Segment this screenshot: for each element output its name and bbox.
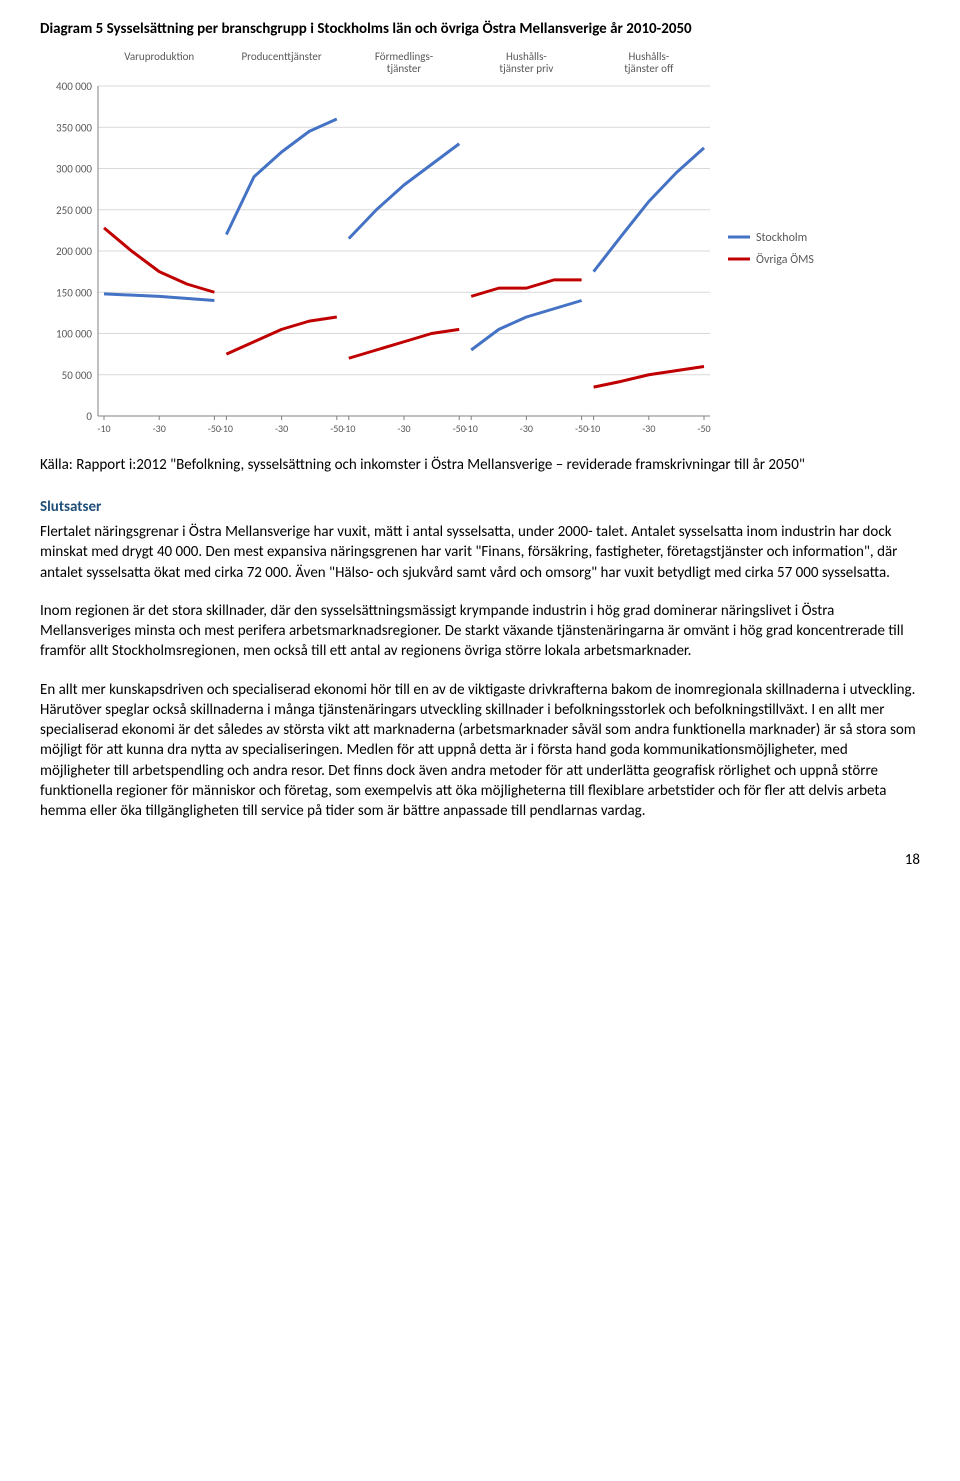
svg-text:150 000: 150 000: [56, 286, 92, 299]
svg-text:300 000: 300 000: [56, 163, 92, 176]
svg-text:-10: -10: [465, 422, 478, 435]
svg-text:-50: -50: [697, 422, 710, 435]
svg-text:tjänster priv: tjänster priv: [499, 62, 553, 75]
diagram-title: Diagram 5 Sysselsättning per branschgrup…: [40, 20, 920, 38]
svg-text:Varuproduktion: Varuproduktion: [124, 50, 194, 63]
svg-text:100 000: 100 000: [56, 328, 92, 341]
svg-text:Producenttjänster: Producenttjänster: [241, 50, 321, 63]
svg-text:-30: -30: [642, 422, 655, 435]
svg-text:250 000: 250 000: [56, 204, 92, 217]
document-page: Diagram 5 Sysselsättning per branschgrup…: [0, 0, 960, 909]
source-caption: Källa: Rapport i:2012 "Befolkning, sysse…: [40, 456, 920, 474]
svg-text:200 000: 200 000: [56, 245, 92, 258]
chart-svg: 0 50 000 100 000 150 000 200 000 250 000 300 0…: [40, 46, 840, 446]
page-number: 18: [40, 851, 920, 869]
svg-text:400 000: 400 000: [56, 80, 92, 93]
body-paragraph: Flertalet näringsgrenar i Östra Mellansv…: [40, 522, 920, 583]
svg-text:tjänster off: tjänster off: [624, 62, 674, 75]
svg-text:-30: -30: [153, 422, 166, 435]
svg-text:-30: -30: [275, 422, 288, 435]
chart-container: 0 50 000 100 000 150 000 200 000 250 000 300 0…: [40, 46, 840, 446]
svg-text:-30: -30: [397, 422, 410, 435]
svg-text:-10: -10: [342, 422, 355, 435]
svg-text:50 000: 50 000: [62, 369, 93, 382]
body-paragraph: En allt mer kunskapsdriven och specialis…: [40, 680, 920, 822]
svg-text:-10: -10: [220, 422, 233, 435]
body-paragraph: Inom regionen är det stora skillnader, d…: [40, 601, 920, 662]
svg-text:-10: -10: [97, 422, 110, 435]
svg-text:tjänster: tjänster: [387, 62, 422, 75]
svg-text:350 000: 350 000: [56, 121, 92, 134]
svg-text:Övriga ÖMS: Övriga ÖMS: [756, 252, 814, 267]
svg-text:-10: -10: [587, 422, 600, 435]
svg-text:Stockholm: Stockholm: [756, 231, 807, 245]
svg-text:-30: -30: [520, 422, 533, 435]
section-heading: Slutsatser: [40, 498, 920, 516]
svg-text:0: 0: [86, 410, 92, 423]
